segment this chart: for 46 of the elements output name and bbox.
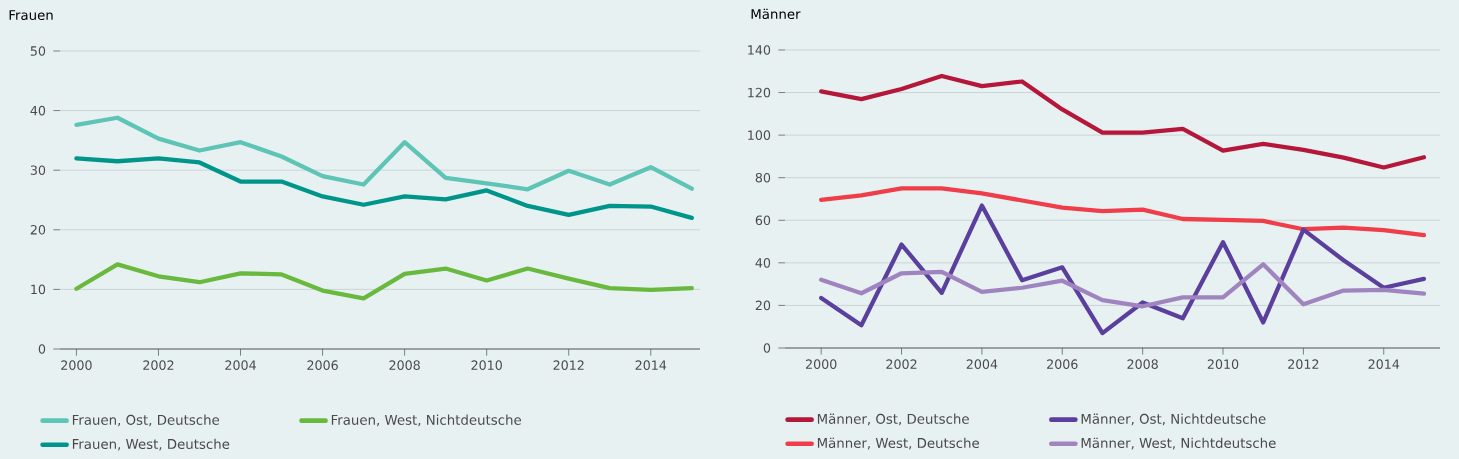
legend-label: Frauen, West, Nichtdeutsche <box>331 414 522 427</box>
legend-label: Männer, Ost, Nichtdeutsche <box>1081 413 1266 426</box>
x-tick-label: 2002 <box>143 360 174 370</box>
x-tick-label: 2004 <box>225 360 256 370</box>
x-tick-label: 2010 <box>1207 359 1239 369</box>
legend-label: Männer, West, Deutsche <box>817 437 979 450</box>
line-series <box>819 73 1427 170</box>
x-tick-label: 2006 <box>307 360 338 370</box>
y-tick-label: 120 <box>748 87 771 98</box>
y-tick-label: 80 <box>755 172 771 183</box>
legend-label: Frauen, West, Deutsche <box>72 438 230 451</box>
y-tick-label: 0 <box>38 344 46 354</box>
x-tick-label: 2012 <box>1288 359 1319 369</box>
x-tick-label: 2006 <box>1047 359 1078 369</box>
y-tick-label: 50 <box>30 46 46 56</box>
chart-title: Frauen <box>9 10 53 21</box>
x-tick-label: 2002 <box>886 359 917 369</box>
y-tick-label: 20 <box>755 300 771 311</box>
y-tick-label: 40 <box>755 258 771 268</box>
x-tick-label: 2010 <box>471 360 502 370</box>
y-tick-label: 40 <box>30 105 46 116</box>
x-tick-label: 2000 <box>61 360 92 370</box>
legend-label: Männer, West, Nichtdeutsche <box>1081 437 1276 450</box>
x-tick-label: 2012 <box>553 360 584 370</box>
line-series <box>74 115 694 192</box>
x-tick-label: 2008 <box>389 360 420 370</box>
line-series <box>74 156 694 221</box>
legend-label: Frauen, Ost, Deutsche <box>72 414 220 427</box>
x-tick-label: 2008 <box>1127 359 1158 369</box>
line-series <box>74 262 694 301</box>
line-series <box>819 203 1427 336</box>
y-tick-label: 0 <box>763 343 771 353</box>
x-tick-label: 2000 <box>805 359 837 369</box>
y-tick-label: 20 <box>30 224 46 235</box>
y-tick-label: 100 <box>748 130 771 140</box>
chart-title: Männer <box>751 8 801 20</box>
y-tick-label: 30 <box>30 165 46 175</box>
x-tick-label: 2004 <box>966 359 998 369</box>
x-tick-label: 2014 <box>635 360 667 370</box>
x-tick-label: 2014 <box>1368 359 1400 369</box>
y-tick-label: 60 <box>755 215 771 226</box>
line-series <box>819 262 1427 309</box>
y-tick-label: 140 <box>748 45 771 55</box>
y-tick-label: 10 <box>31 284 46 295</box>
legend-label: Männer, Ost, Deutsche <box>817 413 969 426</box>
line-series <box>819 186 1427 238</box>
